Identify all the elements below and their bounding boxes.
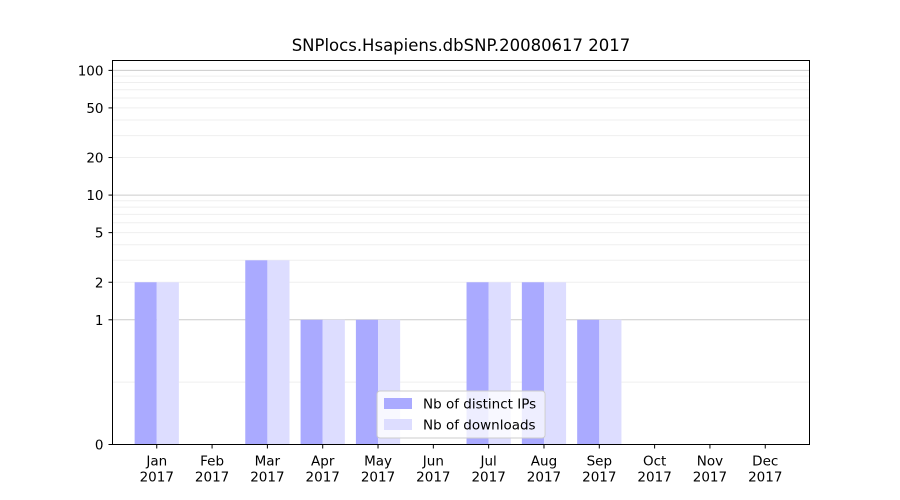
grid-lines xyxy=(112,69,810,383)
y-tick-label: 100 xyxy=(78,63,104,79)
bar-distinct-ips-mar xyxy=(245,260,268,445)
plot-frame xyxy=(112,60,810,445)
bar-downloads-apr xyxy=(322,319,345,445)
y-tick-label: 5 xyxy=(95,226,104,242)
bar-distinct-ips-jan xyxy=(134,282,157,445)
legend-swatch xyxy=(384,419,412,430)
bar-downloads-sep xyxy=(599,319,622,445)
y-tick-label: 10 xyxy=(86,188,103,204)
x-tick-label-month: Aug xyxy=(531,454,557,470)
x-tick-label-year: 2017 xyxy=(471,470,505,486)
x-tick-label-month: Jul xyxy=(480,454,497,470)
y-tick-label: 50 xyxy=(86,101,103,117)
bar-downloads-mar xyxy=(267,260,290,445)
bar-distinct-ips-sep xyxy=(577,319,600,445)
bar-downloads-aug xyxy=(543,282,567,445)
legend-swatch xyxy=(384,398,412,409)
x-tick-label-year: 2017 xyxy=(250,470,284,486)
x-tick-label-year: 2017 xyxy=(306,470,340,486)
bar-distinct-ips-apr xyxy=(300,319,323,445)
y-tick-label: 20 xyxy=(86,151,103,167)
x-tick-label-month: Jan xyxy=(145,454,167,470)
x-tick-label-month: Feb xyxy=(200,454,224,470)
x-tick-label-year: 2017 xyxy=(361,470,395,486)
y-tick-label: 1 xyxy=(95,313,104,329)
legend: Nb of distinct IPs Nb of downloads xyxy=(376,390,546,439)
x-tick-label-month: May xyxy=(364,454,392,470)
x-tick-label-month: Sep xyxy=(587,454,612,470)
x-tick-label-year: 2017 xyxy=(195,470,229,486)
x-axis: Jan2017Feb2017Mar2017Apr2017May2017Jun20… xyxy=(140,444,782,486)
x-tick-label-year: 2017 xyxy=(748,470,782,486)
chart-title: SNPlocs.Hsapiens.dbSNP.20080617 2017 xyxy=(292,36,631,55)
legend-label: Nb of distinct IPs xyxy=(423,397,536,413)
y-tick-label: 0 xyxy=(95,438,104,454)
x-tick-label-year: 2017 xyxy=(416,470,450,486)
x-tick-label-month: Jun xyxy=(422,454,444,470)
x-tick-label-month: Dec xyxy=(752,454,778,470)
y-axis: 0 1 2 5 10 20 50 100 xyxy=(78,63,113,454)
x-tick-label-month: Oct xyxy=(643,454,666,470)
x-tick-label-month: Nov xyxy=(697,454,723,470)
x-tick-label-month: Apr xyxy=(311,454,335,470)
y-tick-label: 2 xyxy=(95,275,104,291)
legend-label: Nb of downloads xyxy=(423,418,536,434)
bar-downloads-jan xyxy=(156,282,179,445)
x-tick-label-month: Mar xyxy=(255,454,281,470)
x-tick-label-year: 2017 xyxy=(527,470,561,486)
x-tick-label-year: 2017 xyxy=(637,470,671,486)
x-tick-label-year: 2017 xyxy=(140,470,174,486)
bar-distinct-ips-may xyxy=(355,319,379,445)
x-tick-label-year: 2017 xyxy=(693,470,727,486)
x-tick-label-year: 2017 xyxy=(582,470,616,486)
legend-box xyxy=(376,390,546,439)
